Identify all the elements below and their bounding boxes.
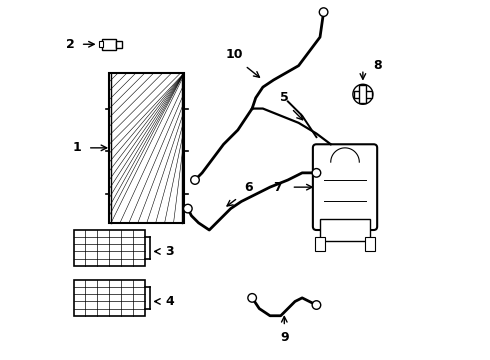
Bar	[109, 73, 184, 223]
Bar	[102, 39, 117, 50]
Bar	[354, 91, 372, 98]
Circle shape	[191, 176, 199, 184]
Bar	[359, 85, 367, 103]
Text: 2: 2	[66, 38, 74, 51]
Circle shape	[353, 84, 373, 104]
Bar	[117, 41, 122, 48]
Text: 5: 5	[280, 91, 289, 104]
Bar	[74, 280, 145, 316]
Bar	[320, 219, 370, 241]
Text: 3: 3	[166, 245, 174, 258]
Text: 4: 4	[166, 295, 174, 308]
Text: 7: 7	[273, 181, 282, 194]
FancyBboxPatch shape	[313, 144, 377, 230]
Text: 8: 8	[373, 59, 382, 72]
Bar	[98, 41, 103, 47]
Circle shape	[312, 168, 321, 177]
Circle shape	[312, 301, 321, 309]
Text: 10: 10	[225, 49, 243, 62]
Bar	[365, 237, 375, 251]
Circle shape	[319, 8, 328, 17]
Text: 6: 6	[244, 181, 253, 194]
Circle shape	[248, 294, 256, 302]
Circle shape	[184, 204, 192, 213]
Text: 9: 9	[280, 331, 289, 344]
Bar	[315, 237, 325, 251]
Text: 1: 1	[73, 141, 81, 154]
Bar	[74, 230, 145, 266]
